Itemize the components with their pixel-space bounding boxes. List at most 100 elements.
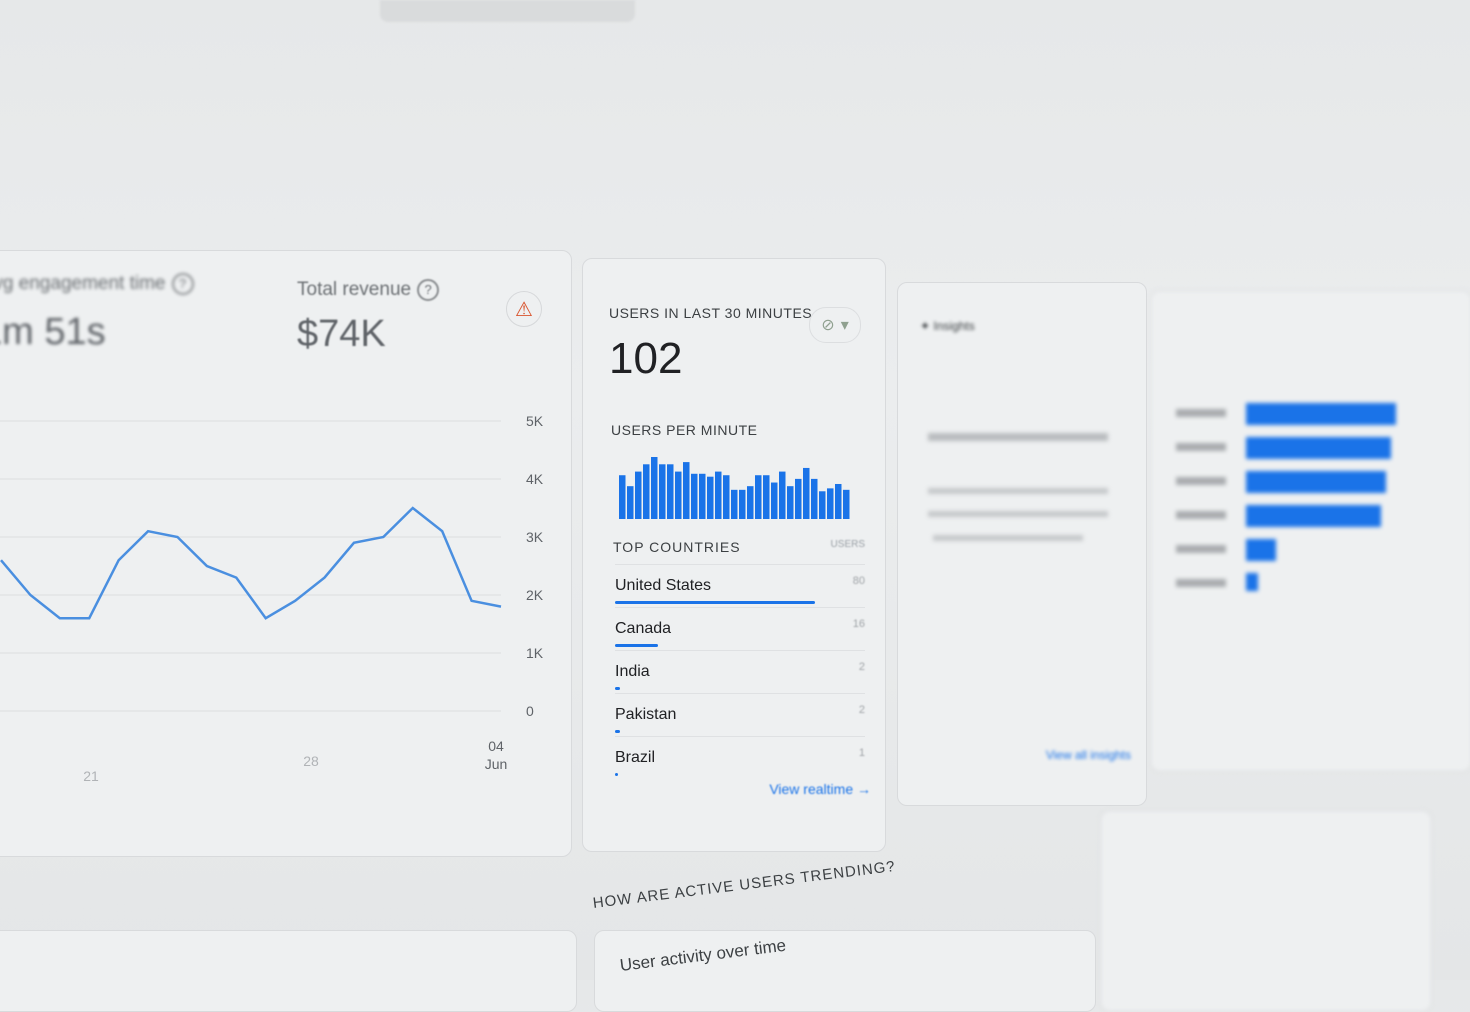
- y-tick-label: 0: [526, 703, 534, 719]
- trending-heading: HOW ARE ACTIVE USERS TRENDING?: [591, 857, 897, 912]
- per-minute-bar: [699, 473, 706, 519]
- country-row[interactable]: Brazil 1: [615, 736, 865, 779]
- per-minute-bar: [723, 475, 730, 519]
- realtime-card: USERS IN LAST 30 MINUTES ⊘ ▾ 102 USERS PE…: [582, 258, 886, 852]
- x-tick-label: Jun: [485, 756, 508, 772]
- country-label-placeholder: [1176, 579, 1226, 587]
- engagement-label-text: Avg engagement time: [0, 273, 166, 295]
- country-share-bar: [615, 730, 620, 733]
- y-tick-label: 3K: [526, 529, 544, 545]
- country-name: Brazil: [615, 749, 656, 766]
- country-bar: [1246, 403, 1396, 425]
- check-circle-icon: ⊘: [821, 317, 835, 334]
- top-countries-label: TOP COUNTRIES: [613, 539, 741, 555]
- country-row[interactable]: United States 80: [615, 564, 865, 607]
- country-share-bar: [615, 601, 815, 604]
- realtime-users-value: 102: [609, 334, 683, 383]
- revenue-label-text: Total revenue: [297, 279, 412, 301]
- realtime-title: USERS IN LAST 30 MINUTES: [609, 305, 813, 321]
- per-minute-bar: [755, 475, 762, 519]
- insights-title-text: Insights: [933, 319, 975, 333]
- x-tick-label: 04: [488, 738, 504, 754]
- y-tick-label: 1K: [526, 645, 544, 661]
- per-minute-bar: [683, 462, 690, 519]
- per-minute-bar: [667, 464, 674, 519]
- insights-title: ✦ Insights: [920, 319, 975, 333]
- view-all-insights-link[interactable]: View all insights: [1045, 748, 1131, 762]
- view-realtime-text: View realtime: [769, 781, 854, 797]
- per-minute-bar: [811, 478, 818, 519]
- help-icon[interactable]: ?: [417, 279, 440, 301]
- per-minute-bar: [635, 471, 642, 519]
- per-minute-bar: [803, 467, 810, 519]
- country-name: Pakistan: [615, 706, 677, 723]
- x-tick-label: 28: [303, 753, 319, 769]
- country-bar: [1246, 573, 1258, 591]
- per-minute-bar: [707, 476, 714, 519]
- country-users: 2: [858, 661, 865, 673]
- y-tick-label: 5K: [526, 413, 544, 429]
- per-minute-bar: [619, 475, 626, 519]
- horizontal-bar-chart: [1176, 403, 1396, 591]
- per-minute-bar: [843, 489, 850, 519]
- user-activity-card: User activity over time: [594, 930, 1096, 1012]
- revenue-line: [0, 506, 502, 620]
- users-column-label: USERS: [830, 539, 865, 550]
- country-bar: [1246, 471, 1386, 493]
- country-bar: [1246, 437, 1391, 459]
- engagement-label: Avg engagement time?: [0, 273, 194, 295]
- country-share-bar: [615, 687, 620, 690]
- country-row[interactable]: India 2: [615, 650, 865, 693]
- per-minute-bar: [819, 491, 826, 519]
- per-minute-bar: [787, 486, 794, 519]
- view-realtime-link[interactable]: View realtime →: [769, 781, 871, 797]
- per-minute-bar: [747, 486, 754, 519]
- country-label-placeholder: [1176, 545, 1226, 553]
- country-share-bar: [615, 644, 658, 647]
- country-share-bar: [615, 773, 618, 776]
- per-minute-bar: [691, 473, 698, 519]
- x-tick-label: 21: [83, 768, 99, 784]
- revenue-line-chart: 5K 4K 3K 2K 1K 0 21 28 04 Jun: [0, 413, 544, 784]
- per-minute-bar: [643, 464, 650, 519]
- y-tick-label: 2K: [526, 587, 544, 603]
- per-minute-bar: [763, 475, 770, 519]
- per-minute-bar: [795, 478, 802, 519]
- country-label-placeholder: [1176, 443, 1226, 451]
- country-bar: [1246, 505, 1381, 527]
- per-minute-bar: [827, 488, 834, 519]
- bottom-left-card: [0, 930, 577, 1012]
- revenue-value: $74K: [297, 313, 386, 355]
- per-minute-bar: [779, 471, 786, 519]
- user-activity-title: User activity over time: [618, 935, 788, 975]
- per-minute-bar: [771, 482, 778, 519]
- per-minute-bar: [715, 471, 722, 519]
- insights-card: ✦ Insights View all insights: [897, 282, 1147, 806]
- overview-card: 5K 4K 3K 2K 1K 0 21 28 04 Jun Avg engagement time…: [0, 250, 572, 857]
- country-row[interactable]: Pakistan 2: [615, 693, 865, 736]
- country-users: 1: [858, 747, 865, 759]
- engagement-value: 1m 51s: [0, 311, 106, 353]
- country-row[interactable]: Canada 16: [615, 607, 865, 650]
- help-icon[interactable]: ?: [171, 273, 194, 295]
- country-users: 2: [858, 704, 865, 716]
- warning-triangle-icon[interactable]: ⚠: [506, 291, 542, 327]
- country-name: United States: [615, 577, 712, 594]
- country-label-placeholder: [1176, 511, 1226, 519]
- top-bar: [380, 0, 635, 22]
- realtime-options-button[interactable]: ⊘ ▾: [809, 307, 861, 343]
- per-minute-bar: [835, 483, 842, 519]
- users-per-minute-chart: [619, 457, 850, 519]
- users-per-minute-label: USERS PER MINUTE: [611, 422, 758, 438]
- country-users: 16: [852, 618, 865, 630]
- per-minute-bar: [659, 464, 666, 519]
- dropdown-icon: ▾: [840, 317, 849, 334]
- country-name: Canada: [615, 620, 672, 637]
- bottom-right-card: [1100, 810, 1432, 1012]
- country-bar: [1246, 539, 1276, 561]
- per-minute-bar: [731, 489, 738, 519]
- right-summary-card: [1150, 290, 1470, 772]
- country-label-placeholder: [1176, 477, 1226, 485]
- country-users: 80: [852, 575, 865, 587]
- per-minute-bar: [651, 457, 658, 519]
